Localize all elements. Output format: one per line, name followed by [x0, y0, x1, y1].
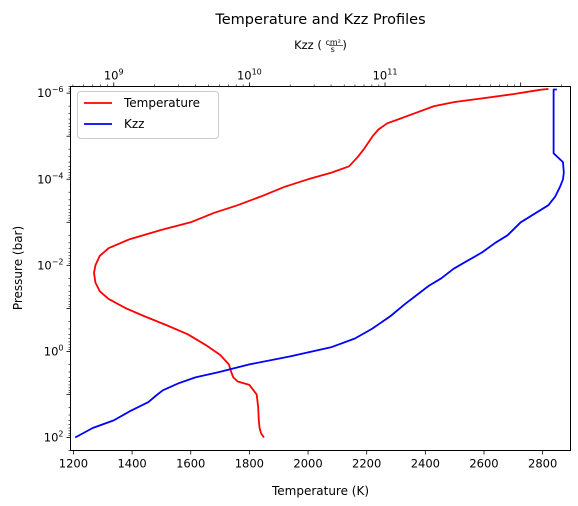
y-tick-label: 102	[44, 430, 64, 445]
top-x-axis-label-base: Kzz (	[294, 38, 322, 52]
plot-area	[70, 86, 571, 451]
y-tick-label: 100	[44, 343, 64, 358]
series-line-temperature	[93, 88, 549, 439]
top-x-axis-label-close: )	[342, 38, 347, 52]
legend-label-temperature: Temperature	[123, 96, 200, 110]
legend-label-kzz: Kzz	[124, 117, 144, 131]
y-tick-label: 10−6	[37, 85, 63, 100]
x-tick-label: 2200	[352, 457, 381, 471]
y-axis-label: Pressure (bar)	[11, 226, 25, 310]
top-x-tick-label: 109	[104, 68, 124, 83]
top-x-axis-label-unit: cm²	[326, 38, 341, 47]
plot-frame	[70, 86, 571, 451]
x-tick-label: 2400	[411, 457, 440, 471]
x-tick-label: 1400	[117, 457, 146, 471]
x-tick-label: 2600	[469, 457, 498, 471]
y-tick-label: 10−4	[37, 171, 63, 186]
top-x-tick-label: 1011	[373, 68, 398, 83]
top-x-axis-label: Kzz ( cm² s )	[294, 34, 347, 55]
x-tick-label: 1600	[176, 457, 205, 471]
series-line-kzz	[74, 88, 565, 439]
x-tick-label: 1800	[235, 457, 264, 471]
x-tick-label: 2000	[293, 457, 322, 471]
bottom-x-axis: 1200 1400 1600 1800 2000 2200 2400 2600 2800	[59, 450, 557, 471]
x-tick-label: 1200	[59, 457, 88, 471]
y-axis: 10−6 10−4 10−2 100 102	[37, 85, 71, 451]
top-x-axis-label-unit-denominator: s	[331, 45, 335, 54]
legend-box	[77, 91, 219, 139]
series-lines	[74, 88, 565, 439]
x-axis-label: Temperature (K)	[271, 484, 369, 498]
legend: Temperature Kzz	[77, 91, 219, 139]
x-tick-label: 2800	[528, 457, 557, 471]
y-tick-label: 10−2	[37, 257, 63, 272]
chart-title: Temperature and Kzz Profiles	[214, 12, 425, 28]
top-x-tick-label: 1010	[237, 68, 262, 83]
top-x-axis: 109 1010 1011	[72, 68, 562, 87]
